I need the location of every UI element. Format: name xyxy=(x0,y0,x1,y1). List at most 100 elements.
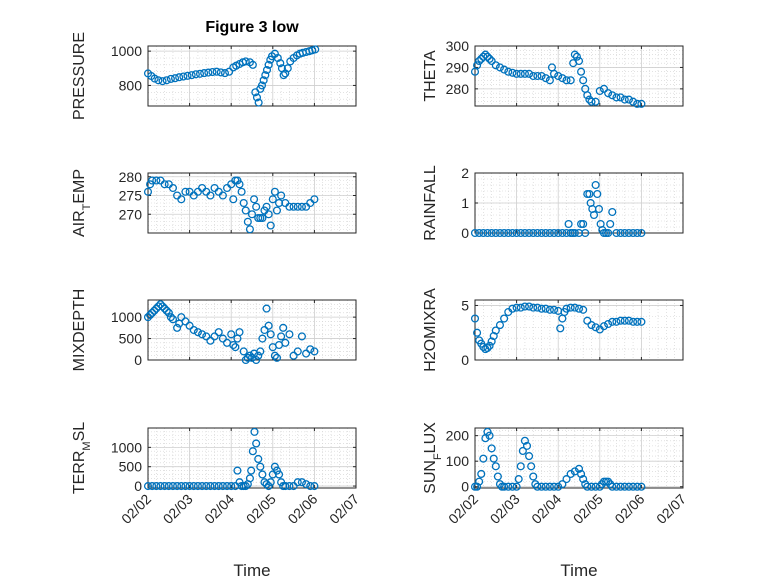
data-point xyxy=(525,228,534,238)
data-point xyxy=(216,68,225,77)
data-point xyxy=(227,482,236,491)
data-point xyxy=(620,228,629,238)
data-point xyxy=(570,228,579,238)
data-point xyxy=(504,482,513,491)
y-tick-label: 100 xyxy=(446,453,470,469)
data-point xyxy=(270,462,279,471)
data-point xyxy=(183,71,192,80)
data-point xyxy=(604,319,613,329)
axes-box xyxy=(147,172,357,234)
data-point xyxy=(148,176,157,185)
data-point xyxy=(591,97,600,106)
data-point xyxy=(570,303,579,312)
data-point xyxy=(258,213,267,223)
plot-area xyxy=(148,428,356,488)
y-tick-label: 270 xyxy=(119,206,143,222)
data-point xyxy=(187,71,196,80)
data-point xyxy=(264,60,273,69)
data-point xyxy=(179,72,188,81)
data-point xyxy=(160,180,169,189)
data-point xyxy=(624,228,633,238)
data-point xyxy=(193,482,202,491)
data-point xyxy=(283,64,292,73)
data-point xyxy=(633,99,642,108)
data-point xyxy=(533,482,542,491)
data-point xyxy=(549,69,559,78)
data-point xyxy=(245,474,254,483)
data-point xyxy=(541,74,550,83)
data-point xyxy=(529,71,538,81)
axes-box xyxy=(147,427,357,489)
data-point xyxy=(579,76,588,85)
data-point xyxy=(270,351,279,360)
data-point xyxy=(202,482,211,491)
x-tick-label: 02/06 xyxy=(284,491,320,527)
data-point xyxy=(233,466,242,475)
data-point xyxy=(549,228,559,238)
data-point xyxy=(152,176,161,185)
data-point xyxy=(311,45,320,54)
data-point xyxy=(572,52,581,61)
data-point xyxy=(612,228,621,238)
data-point xyxy=(220,69,230,78)
data-point xyxy=(620,95,629,104)
data-point xyxy=(599,84,609,93)
data-point xyxy=(250,427,259,436)
data-point xyxy=(252,202,261,211)
data-point xyxy=(272,353,282,362)
data-point xyxy=(620,482,629,491)
data-point xyxy=(487,228,496,238)
y-axis-label: PRESSURE xyxy=(71,32,88,120)
data-point xyxy=(508,68,517,77)
y-tick-label: 0 xyxy=(461,479,469,495)
data-point xyxy=(583,316,592,325)
data-point xyxy=(206,191,215,200)
data-point xyxy=(562,304,571,313)
data-point xyxy=(629,482,638,491)
data-point xyxy=(262,480,271,489)
data-point xyxy=(579,475,588,484)
data-point xyxy=(166,74,175,83)
y-tick-label: 1 xyxy=(461,195,469,211)
y-axis-label: MIXDEPTH xyxy=(71,289,88,372)
data-point xyxy=(637,317,646,326)
data-point xyxy=(599,322,609,331)
y-axis-label: H2OMIXRA xyxy=(422,288,439,372)
data-point xyxy=(177,313,186,322)
data-point xyxy=(520,228,529,238)
data-point xyxy=(206,336,215,345)
data-point xyxy=(516,303,525,312)
data-point xyxy=(218,191,227,200)
y-tick-label: 2 xyxy=(461,165,469,181)
data-point xyxy=(533,228,542,238)
data-point xyxy=(143,313,153,322)
y-tick-label: 500 xyxy=(119,459,143,475)
x-tick-label: 02/04 xyxy=(528,491,564,527)
y-tick-label: 280 xyxy=(119,169,143,185)
data-point xyxy=(620,316,629,325)
x-tick-label: 02/05 xyxy=(570,491,606,527)
data-point xyxy=(629,228,638,238)
chart-panel-7: 0 500 1000 02/02 02/03 02/04 02/05 02/06 02/07 TE… xyxy=(71,422,362,580)
data-point xyxy=(248,447,257,456)
data-point xyxy=(247,466,256,475)
data-point xyxy=(185,321,194,330)
data-point xyxy=(241,206,250,215)
y-tick-label: 500 xyxy=(119,331,143,347)
data-point xyxy=(581,228,590,238)
data-point xyxy=(629,97,638,106)
chart-panel-8: 0 100 200 02/02 02/03 02/04 02/05 02/06 02/07 SUN… xyxy=(422,422,689,580)
data-point xyxy=(160,482,169,491)
data-point xyxy=(574,304,584,313)
axes-box xyxy=(474,427,684,489)
y-axis-label: TERRMSL xyxy=(71,422,93,494)
x-tick-label: 02/05 xyxy=(243,491,279,527)
y-tick-label: 800 xyxy=(119,77,143,93)
data-point xyxy=(489,454,498,463)
data-point xyxy=(608,317,617,326)
data-point xyxy=(616,228,625,238)
x-tick-label: 02/06 xyxy=(611,491,647,527)
data-point xyxy=(475,56,484,66)
data-point xyxy=(227,330,236,339)
